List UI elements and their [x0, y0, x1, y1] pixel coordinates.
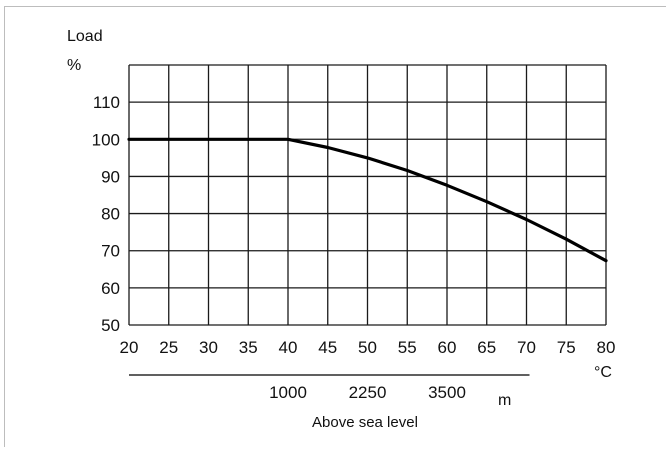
altitude-tick-label: 3500: [428, 383, 466, 402]
x-tick-label: 35: [239, 338, 258, 357]
chart-frame: [4, 6, 666, 447]
x-tick-label: 60: [438, 338, 457, 357]
x-tick-label: 25: [159, 338, 178, 357]
y-tick-label: 80: [101, 205, 120, 224]
series-line: [127, 137, 608, 263]
y-tick-label: 110: [93, 93, 120, 112]
grid: [128, 64, 607, 326]
y-tick-label: 70: [101, 242, 120, 261]
x-tick-label: 75: [557, 338, 576, 357]
x-tick-label: 65: [477, 338, 496, 357]
x-tick-labels: 20 25 30 35 40 45 50 55 60 65 70 75 80: [120, 338, 616, 357]
y-axis-unit: %: [67, 57, 81, 74]
x-tick-label: 20: [120, 338, 139, 357]
y-tick-label: 50: [101, 316, 120, 335]
altitude-axis-label: Above sea level: [312, 414, 418, 431]
x-tick-label: 30: [199, 338, 218, 357]
x-tick-label: 70: [517, 338, 536, 357]
y-axis-label: Load: [67, 28, 103, 45]
altitude-unit: m: [498, 392, 511, 409]
y-tick-label: 90: [101, 167, 120, 186]
x-tick-label: 55: [398, 338, 417, 357]
y-tick-label: 100: [92, 130, 120, 149]
x-tick-label: 45: [318, 338, 337, 357]
altitude-axis: 1000 2250 3500: [129, 374, 530, 402]
altitude-tick-label: 2250: [349, 383, 387, 402]
altitude-tick-label: 1000: [269, 383, 307, 402]
y-tick-labels: 50 60 70 80 90 100 110: [92, 93, 120, 335]
x-tick-label: 80: [597, 338, 616, 357]
series: [127, 137, 608, 263]
x-axis-unit: °C: [594, 364, 612, 381]
x-tick-label: 50: [358, 338, 377, 357]
y-tick-label: 60: [101, 279, 120, 298]
x-tick-label: 40: [279, 338, 298, 357]
